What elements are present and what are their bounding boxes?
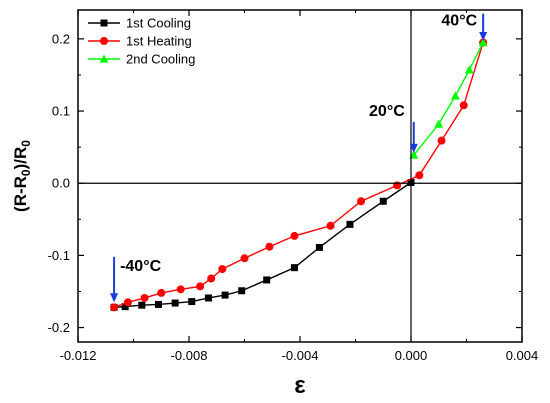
data-point xyxy=(290,231,299,240)
data-point xyxy=(326,221,335,230)
series-line xyxy=(114,181,412,309)
y-tick-label: -0.1 xyxy=(48,248,70,263)
data-point xyxy=(415,171,424,180)
annotation-arrow: 40°C xyxy=(441,13,488,42)
data-point xyxy=(290,264,298,272)
data-point xyxy=(464,65,474,74)
series-1 xyxy=(110,38,488,312)
data-point xyxy=(138,301,146,309)
data-point xyxy=(346,220,354,228)
data-point xyxy=(176,285,185,294)
data-point xyxy=(437,136,446,145)
y-tick-label: 0.1 xyxy=(52,104,70,119)
x-tick-label: -0.004 xyxy=(282,348,319,363)
arrow-head xyxy=(409,143,418,153)
legend-label: 2nd Cooling xyxy=(126,52,195,67)
series-line xyxy=(113,42,484,309)
arrow-head xyxy=(110,293,119,303)
data-point xyxy=(393,181,402,190)
legend-marker xyxy=(100,19,108,27)
y-tick-label: 0.2 xyxy=(52,31,70,46)
annotation-label: 20°C xyxy=(369,103,405,120)
data-point xyxy=(207,274,216,283)
annotation-label: 40°C xyxy=(441,13,477,30)
data-point xyxy=(357,197,366,206)
y-tick-label: -0.2 xyxy=(48,320,70,335)
series-2 xyxy=(409,37,488,159)
x-tick-label: 0.004 xyxy=(506,348,539,363)
data-point xyxy=(123,298,132,307)
data-point xyxy=(157,288,166,297)
arrow-head xyxy=(479,32,488,42)
x-tick-label: 0.000 xyxy=(395,348,428,363)
data-point xyxy=(154,300,162,308)
legend: 1st Cooling 1st Heating 2nd Cooling xyxy=(88,16,195,67)
annotation-arrow: 20°C xyxy=(369,103,418,153)
annotation-label: -40°C xyxy=(120,258,162,275)
data-point xyxy=(315,243,323,251)
y-axis-title-part: (R-R xyxy=(11,176,30,212)
legend-marker xyxy=(99,54,109,63)
data-point xyxy=(240,254,249,263)
legend-label: 1st Cooling xyxy=(126,16,191,31)
data-point xyxy=(221,291,229,299)
y-tick-label: 0.0 xyxy=(52,176,70,191)
axes: -0.012 -0.008 -0.004 0.000 0.004 -0.2 -0.1 0.0 0… xyxy=(48,9,539,363)
data-point xyxy=(218,265,227,274)
data-point xyxy=(265,242,274,251)
legend-marker xyxy=(100,37,108,45)
annotation-arrow: -40°C xyxy=(110,256,162,303)
data-point xyxy=(140,293,149,302)
x-axis-title: ε xyxy=(294,372,305,399)
data-point xyxy=(196,282,205,291)
data-point xyxy=(121,303,129,311)
x-tick-label: -0.008 xyxy=(171,348,208,363)
data-point xyxy=(110,303,119,312)
data-point xyxy=(434,119,444,128)
data-point xyxy=(204,294,212,302)
data-point xyxy=(379,197,387,205)
plot-area xyxy=(110,37,488,312)
data-point xyxy=(263,276,271,284)
y-axis-title-part: )/R xyxy=(11,147,30,170)
data-point xyxy=(478,37,488,47)
annotations: 40°C 20°C -40°C xyxy=(110,13,488,303)
data-point xyxy=(459,101,468,110)
y-axis-title: (R-R0)/R0 xyxy=(11,140,33,212)
series-0 xyxy=(110,178,415,311)
data-point xyxy=(188,298,196,306)
y-axis-title-subscript: 0 xyxy=(19,140,33,147)
data-point xyxy=(171,299,179,307)
y-axis-title-subscript: 0 xyxy=(19,169,33,176)
x-tick-label: -0.012 xyxy=(60,348,97,363)
data-point xyxy=(450,91,460,100)
data-point xyxy=(238,287,246,295)
legend-label: 1st Heating xyxy=(126,34,192,49)
series-line xyxy=(413,42,484,156)
